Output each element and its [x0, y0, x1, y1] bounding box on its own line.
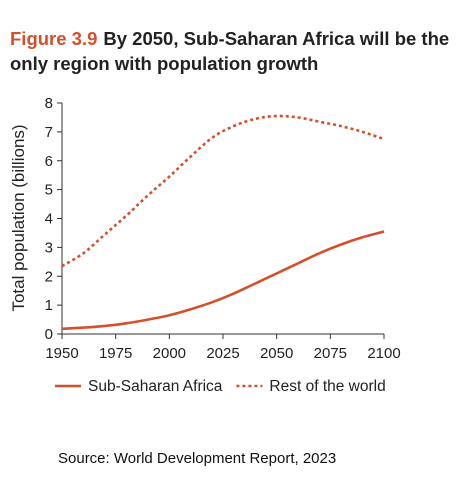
x-axis: 1950 1975 2000 2025 2050 2075 2100: [45, 333, 401, 362]
x-tick-label: 2100: [367, 345, 400, 362]
legend-label-0: Sub-Saharan Africa: [88, 378, 223, 395]
y-tick-label: 7: [45, 124, 53, 141]
y-tick-label: 6: [45, 153, 53, 170]
figure-label: Figure 3.9: [10, 28, 98, 49]
y-tick-label: 2: [45, 268, 53, 285]
y-tick-label: 0: [45, 326, 53, 343]
y-axis-label: Total population (billions): [9, 124, 28, 311]
title-text: By 2050, Sub-Saharan Africa will be the …: [10, 28, 450, 74]
y-tick-label: 3: [45, 239, 53, 256]
x-tick-label: 1950: [45, 345, 78, 362]
y-tick-label: 1: [45, 297, 53, 314]
legend: Sub-Saharan Africa Rest of the world: [55, 378, 386, 395]
series-lines: [61, 114, 385, 331]
chart-title: Figure 3.9 By 2050, Sub-Saharan Africa wi…: [10, 26, 460, 76]
source-note: Source: World Development Report, 2023: [58, 450, 337, 467]
series-line-1: [61, 114, 385, 268]
series-line-0: [61, 230, 385, 331]
x-tick-label: 2050: [260, 345, 293, 362]
x-tick-label: 2025: [206, 345, 239, 362]
x-tick-label: 2000: [153, 345, 186, 362]
y-axis: 0 1 2 3 4 5 6 7 8: [45, 95, 63, 343]
legend-label-1: Rest of the world: [269, 378, 385, 395]
line-chart: Total population (billions) 0 1 2 3 4 5 6 7 8 19…: [9, 95, 401, 395]
y-tick-label: 5: [45, 182, 53, 199]
x-tick-label: 2075: [314, 345, 347, 362]
x-tick-label: 1975: [99, 345, 132, 362]
y-tick-label: 4: [45, 211, 53, 228]
y-tick-label: 8: [45, 95, 53, 112]
